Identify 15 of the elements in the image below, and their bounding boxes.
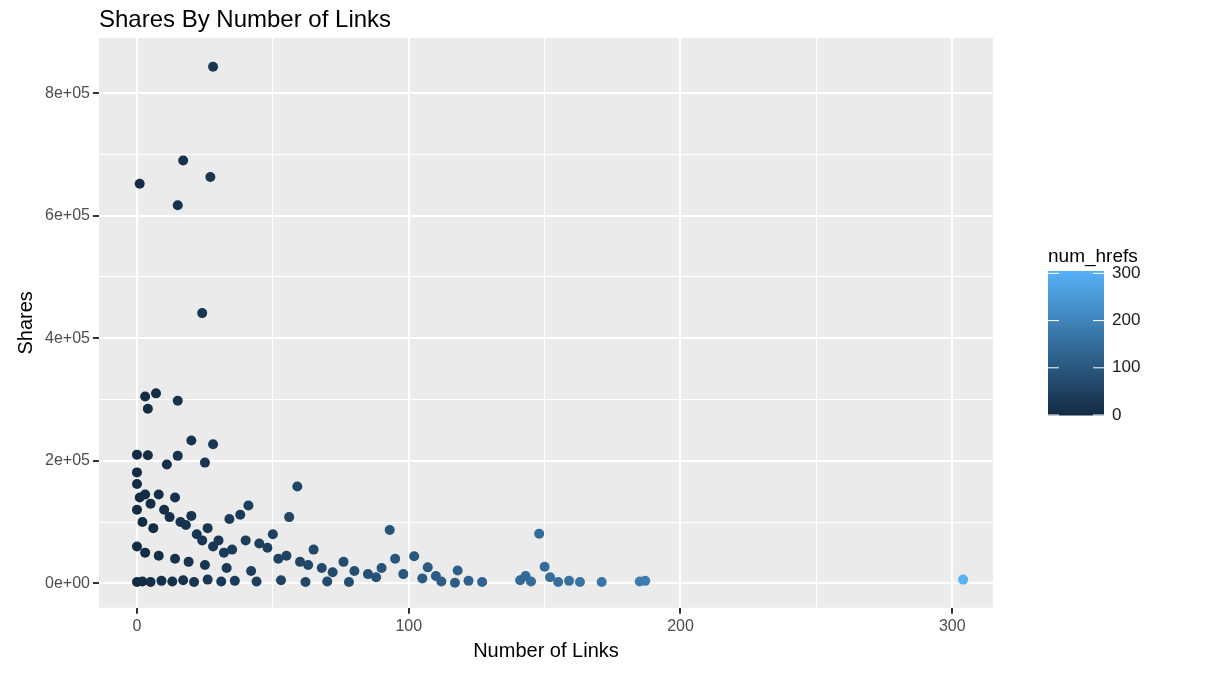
y-tick-label: 0e+00 [45,573,91,591]
y-tick-label: 8e+05 [45,83,91,101]
x-tick-label: 0 [132,616,142,634]
color-bar-label: 100 [1112,357,1141,377]
color-bar-label: 200 [1112,310,1141,330]
x-tick-label: 200 [667,616,694,634]
x-axis-title: Number of Links [473,638,619,661]
x-tick-label: 300 [938,616,966,634]
color-bar-label: 0 [1112,404,1122,424]
y-axis-title: Shares [13,291,36,355]
x-tick-label: 100 [395,616,423,634]
chart-title: Shares By Number of Links [98,5,392,32]
y-tick-label: 4e+05 [45,328,91,346]
y-tick-label: 6e+05 [45,206,91,224]
y-tick-label: 2e+05 [45,451,91,469]
